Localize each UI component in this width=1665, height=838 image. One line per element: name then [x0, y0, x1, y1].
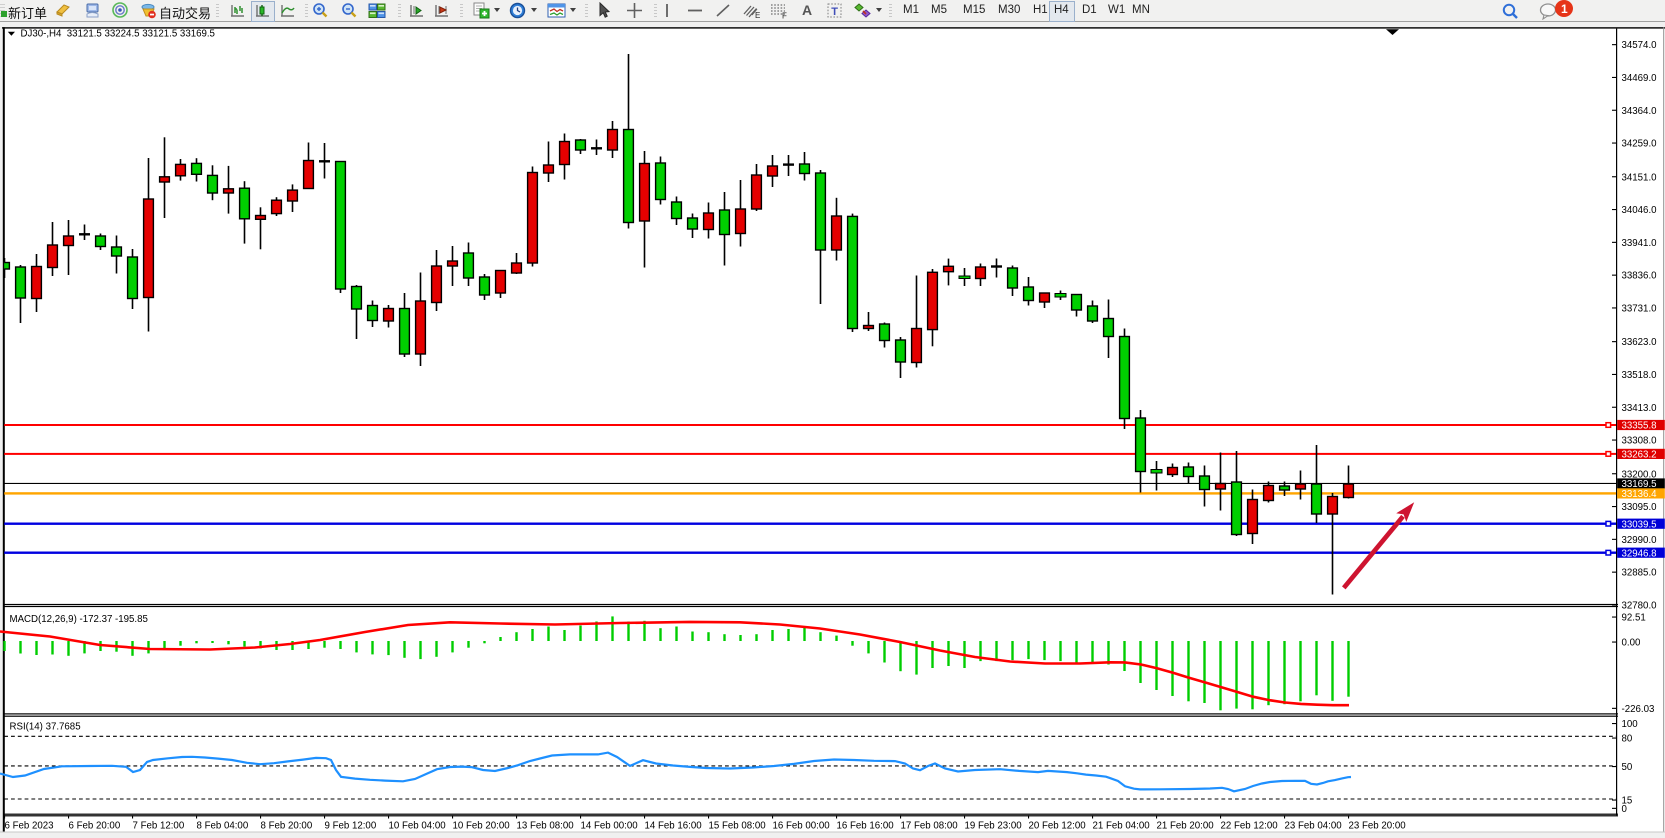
svg-text:33169.5: 33169.5	[1622, 479, 1657, 490]
svg-text:34364.0: 34364.0	[1622, 106, 1658, 117]
svg-text:19 Feb 23:00: 19 Feb 23:00	[965, 821, 1023, 832]
svg-text:13 Feb 08:00: 13 Feb 08:00	[517, 821, 575, 832]
svg-text:33941.0: 33941.0	[1622, 238, 1658, 249]
svg-text:15 Feb 08:00: 15 Feb 08:00	[709, 821, 767, 832]
svg-text:34469.0: 34469.0	[1622, 73, 1658, 84]
svg-text:14 Feb 00:00: 14 Feb 00:00	[581, 821, 639, 832]
svg-text:7 Feb 12:00: 7 Feb 12:00	[133, 821, 185, 832]
svg-text:16 Feb 00:00: 16 Feb 00:00	[773, 821, 831, 832]
svg-text:34259.0: 34259.0	[1622, 139, 1658, 150]
svg-text:92.51: 92.51	[1622, 613, 1646, 624]
svg-text:33836.0: 33836.0	[1622, 271, 1658, 282]
svg-text:0: 0	[1622, 804, 1628, 815]
svg-text:14 Feb 16:00: 14 Feb 16:00	[645, 821, 703, 832]
svg-text:21 Feb 04:00: 21 Feb 04:00	[1093, 821, 1151, 832]
svg-text:32885.0: 32885.0	[1622, 568, 1658, 579]
svg-text:10 Feb 20:00: 10 Feb 20:00	[453, 821, 511, 832]
svg-text:23 Feb 20:00: 23 Feb 20:00	[1349, 821, 1407, 832]
svg-text:32990.0: 32990.0	[1622, 535, 1658, 546]
svg-text:23 Feb 04:00: 23 Feb 04:00	[1285, 821, 1343, 832]
svg-text:33263.2: 33263.2	[1622, 450, 1657, 461]
svg-text:34151.0: 34151.0	[1622, 172, 1658, 183]
svg-text:8 Feb 04:00: 8 Feb 04:00	[197, 821, 249, 832]
svg-text:T: T	[831, 6, 838, 18]
svg-text:22 Feb 12:00: 22 Feb 12:00	[1221, 821, 1279, 832]
svg-text:15: 15	[1622, 796, 1633, 807]
svg-text:33355.8: 33355.8	[1622, 421, 1657, 432]
svg-text:33518.0: 33518.0	[1622, 370, 1658, 381]
svg-text:17 Feb 08:00: 17 Feb 08:00	[901, 821, 959, 832]
svg-text:33731.0: 33731.0	[1622, 304, 1658, 315]
svg-text:6 Feb 20:00: 6 Feb 20:00	[69, 821, 121, 832]
svg-text:32946.8: 32946.8	[1622, 548, 1657, 559]
svg-text:MACD(12,26,9) -172.37 -195.85: MACD(12,26,9) -172.37 -195.85	[10, 614, 148, 625]
svg-text:100: 100	[1622, 719, 1639, 730]
svg-text:6 Feb 2023: 6 Feb 2023	[5, 821, 54, 832]
svg-text:32780.0: 32780.0	[1622, 601, 1658, 612]
svg-text:10 Feb 04:00: 10 Feb 04:00	[389, 821, 447, 832]
svg-text:8 Feb 20:00: 8 Feb 20:00	[261, 821, 313, 832]
svg-text:80: 80	[1622, 734, 1633, 745]
svg-text:33136.4: 33136.4	[1622, 489, 1658, 500]
svg-text:E: E	[755, 11, 760, 19]
svg-text:33623.0: 33623.0	[1622, 337, 1658, 348]
svg-text:16 Feb 16:00: 16 Feb 16:00	[837, 821, 895, 832]
svg-text:34046.0: 34046.0	[1622, 205, 1658, 216]
svg-text:50: 50	[1622, 762, 1633, 773]
svg-text:9 Feb 12:00: 9 Feb 12:00	[325, 821, 377, 832]
svg-text:33308.0: 33308.0	[1622, 436, 1658, 447]
svg-text:34574.0: 34574.0	[1622, 40, 1658, 51]
svg-text:DJ30-,H4 33121.5 33224.5 3312: DJ30-,H4 33121.5 33224.5 33121.5 33169.5	[21, 29, 215, 40]
svg-text:21 Feb 20:00: 21 Feb 20:00	[1157, 821, 1215, 832]
svg-text:0.00: 0.00	[1622, 638, 1641, 649]
svg-text:-226.03: -226.03	[1622, 704, 1655, 715]
svg-text:F: F	[782, 12, 787, 20]
svg-text:33200.0: 33200.0	[1622, 469, 1658, 480]
svg-text:33039.5: 33039.5	[1622, 519, 1657, 530]
svg-text:33095.0: 33095.0	[1622, 502, 1658, 513]
svg-text:20 Feb 12:00: 20 Feb 12:00	[1029, 821, 1087, 832]
svg-text:33413.0: 33413.0	[1622, 403, 1658, 414]
svg-text:RSI(14) 37.7685: RSI(14) 37.7685	[10, 722, 81, 733]
